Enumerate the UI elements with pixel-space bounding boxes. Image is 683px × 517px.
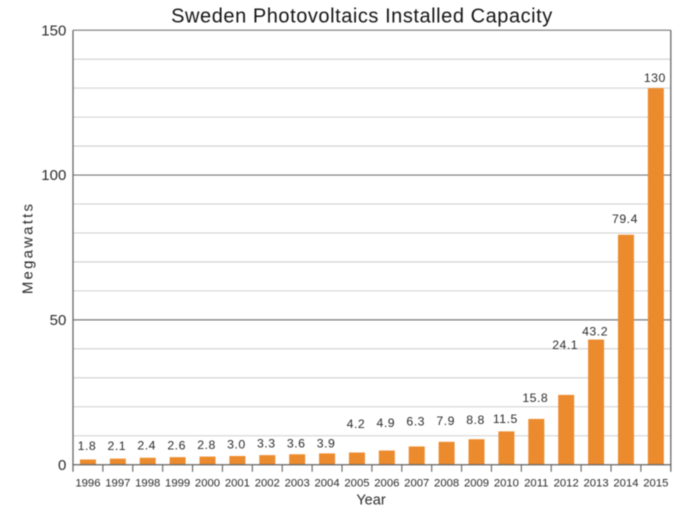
svg-text:2005: 2005 (344, 478, 369, 490)
svg-text:2.6: 2.6 (167, 438, 186, 452)
svg-text:24.1: 24.1 (552, 338, 578, 352)
svg-text:79.4: 79.4 (612, 212, 638, 226)
svg-text:2002: 2002 (255, 478, 280, 490)
svg-text:3.9: 3.9 (317, 436, 336, 450)
svg-text:Year: Year (356, 493, 385, 509)
svg-text:Sweden Photovoltaics Installed: Sweden Photovoltaics Installed Capacity (171, 6, 553, 28)
svg-text:1.8: 1.8 (78, 439, 97, 453)
svg-text:2.8: 2.8 (197, 438, 216, 452)
svg-text:1999: 1999 (165, 478, 190, 490)
svg-text:2.4: 2.4 (137, 438, 156, 452)
svg-text:2015: 2015 (643, 478, 668, 490)
svg-text:3.6: 3.6 (287, 437, 306, 451)
svg-text:0: 0 (58, 457, 66, 474)
svg-text:15.8: 15.8 (522, 391, 548, 405)
svg-text:11.5: 11.5 (493, 412, 518, 426)
svg-text:1998: 1998 (135, 478, 160, 490)
svg-text:2.1: 2.1 (108, 439, 127, 453)
svg-text:3.3: 3.3 (257, 437, 276, 451)
svg-text:2003: 2003 (285, 478, 310, 490)
svg-text:2009: 2009 (464, 478, 489, 490)
svg-text:2011: 2011 (524, 478, 548, 490)
svg-text:2007: 2007 (404, 478, 429, 490)
svg-text:150: 150 (41, 22, 66, 39)
svg-text:130: 130 (644, 71, 666, 85)
svg-text:2010: 2010 (494, 478, 519, 490)
svg-text:3.0: 3.0 (227, 438, 246, 452)
svg-text:1996: 1996 (75, 478, 100, 490)
svg-text:43.2: 43.2 (582, 325, 608, 339)
svg-text:4.9: 4.9 (377, 416, 396, 430)
svg-text:2014: 2014 (613, 478, 638, 490)
svg-text:Megawatts: Megawatts (19, 202, 36, 294)
svg-text:4.2: 4.2 (347, 417, 366, 431)
svg-text:1997: 1997 (105, 478, 130, 490)
svg-text:2012: 2012 (554, 478, 579, 490)
svg-text:2001: 2001 (225, 478, 250, 490)
svg-text:2004: 2004 (314, 478, 339, 490)
svg-text:2008: 2008 (434, 478, 459, 490)
svg-text:2013: 2013 (583, 478, 608, 490)
svg-text:50: 50 (50, 312, 67, 329)
svg-text:7.9: 7.9 (436, 414, 455, 428)
svg-text:8.8: 8.8 (466, 413, 485, 427)
svg-text:2006: 2006 (374, 478, 399, 490)
svg-text:6.3: 6.3 (406, 415, 425, 429)
svg-text:100: 100 (41, 167, 66, 184)
svg-text:2000: 2000 (195, 478, 220, 490)
